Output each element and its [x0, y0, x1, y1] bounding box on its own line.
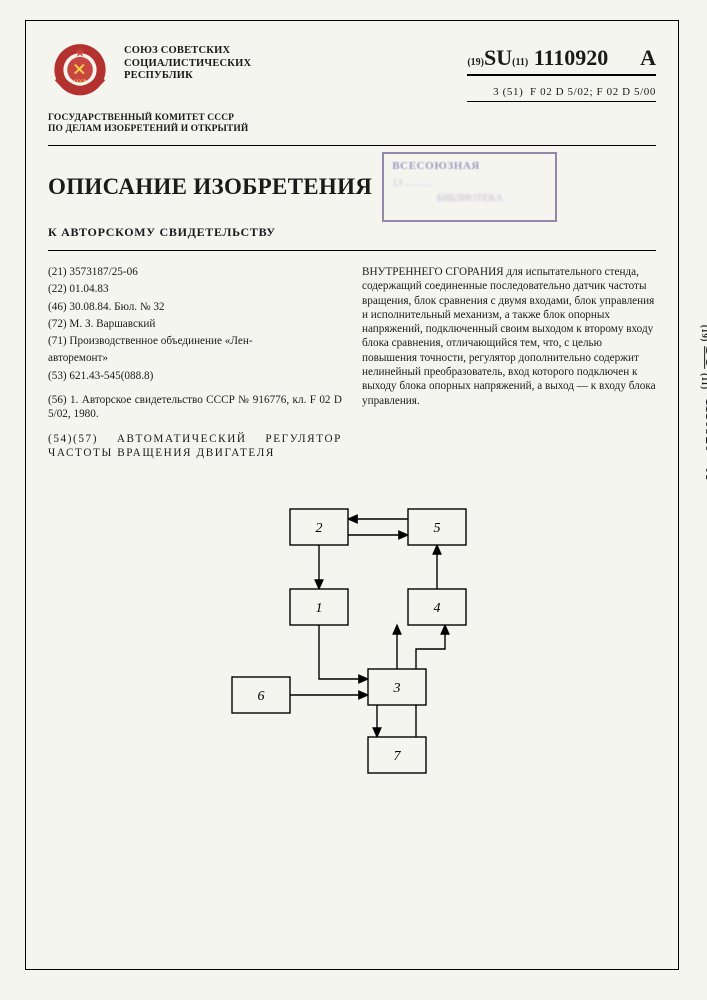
side-p11: (11) [700, 373, 707, 390]
cls-prefix: 3 (51) [493, 86, 523, 98]
header: СССР СОЮЗ СОВЕТСКИХ СОЦИАЛИСТИЧЕСКИХ РЕС… [26, 21, 678, 113]
title-row: ОПИСАНИЕ ИЗОБРЕТЕНИЯ ВСЕСОЮЗНАЯ 13 .....… [26, 146, 678, 222]
svg-text:1: 1 [316, 601, 323, 616]
invention-title: (54)(57) АВТОМАТИЧЕСКИЙ РЕГУЛЯТОР ЧАСТОТ… [48, 432, 342, 461]
doc-number: 1110920 [534, 45, 609, 70]
publisher-line: СОЦИАЛИСТИЧЕСКИХ [124, 58, 251, 71]
block-diagram: 1 2 3 4 5 6 7 [26, 471, 678, 799]
cls-codes: F 02 D 5/02; F 02 D 5/00 [530, 86, 656, 98]
publisher-name: СОЮЗ СОВЕТСКИХ СОЦИАЛИСТИЧЕСКИХ РЕСПУБЛИ… [124, 39, 251, 83]
document-number: (19)SU(11) 1110920 A 3 (51) F 02 D 5/02;… [467, 39, 656, 102]
biblio-line: (46) 30.08.84. Бюл. № 32 [48, 300, 342, 314]
page-frame: СССР СОЮЗ СОВЕТСКИХ СОЦИАЛИСТИЧЕСКИХ РЕС… [25, 20, 679, 970]
committee-line: ГОСУДАРСТВЕННЫЙ КОМИТЕТ СССР [48, 113, 678, 124]
side-suffix: A [702, 469, 707, 480]
stamp-line: БИБЛИОТЕКА [392, 193, 547, 204]
svg-text:4: 4 [434, 601, 441, 616]
biblio-line: (71) Производственное объединение «Лен- [48, 334, 342, 348]
stamp-line: ВСЕСОЮЗНАЯ [392, 160, 547, 172]
publisher-line: СОЮЗ СОВЕТСКИХ [124, 45, 251, 58]
committee: ГОСУДАРСТВЕННЫЙ КОМИТЕТ СССР ПО ДЕЛАМ ИЗ… [26, 113, 678, 145]
abstract-text: ВНУТРЕННЕГО СГОРАНИЯ для испытательного … [362, 265, 656, 408]
diagram-svg: 1 2 3 4 5 6 7 [182, 479, 522, 799]
state-emblem-icon: СССР [48, 39, 112, 103]
side-num: 1110920 [702, 398, 707, 452]
svg-text:2: 2 [316, 521, 323, 536]
side-p19: (19) [700, 325, 707, 342]
library-stamp: ВСЕСОЮЗНАЯ 13 ........... БИБЛИОТЕКА [382, 152, 557, 222]
svg-text:7: 7 [394, 749, 402, 764]
right-column: ВНУТРЕННЕГО СГОРАНИЯ для испытательного … [362, 265, 656, 464]
svg-text:6: 6 [258, 689, 265, 704]
biblio-line: (21) 3573187/25-06 [48, 265, 342, 279]
doc-suffix: A [640, 45, 656, 70]
biblio-line: (22) 01.04.83 [48, 282, 342, 296]
title-sub: К АВТОРСКОМУ СВИДЕТЕЛЬСТВУ [26, 222, 678, 250]
biblio-line: авторемонт» [48, 351, 342, 365]
committee-line: ПО ДЕЛАМ ИЗОБРЕТЕНИЙ И ОТКРЫТИЙ [48, 124, 678, 135]
svg-text:СССР: СССР [74, 79, 87, 84]
body-columns: (21) 3573187/25-06 (22) 01.04.83 (46) 30… [26, 251, 678, 472]
side-su: SU [702, 346, 707, 369]
left-column: (21) 3573187/25-06 (22) 01.04.83 (46) 30… [48, 265, 342, 464]
svg-text:5: 5 [434, 521, 441, 536]
su-label: SU [484, 45, 512, 70]
svg-text:3: 3 [393, 681, 401, 696]
invention-title-text: (54)(57) АВТОМАТИЧЕСКИЙ РЕГУЛЯТОР ЧАСТОТ… [48, 433, 342, 459]
biblio-line: (72) М. З. Варшавский [48, 317, 342, 331]
biblio-line: (53) 621.43-545(088.8) [48, 369, 342, 383]
prefix-19: (19) [467, 57, 484, 68]
publisher-line: РЕСПУБЛИК [124, 70, 251, 83]
stamp-line: 13 ........... [392, 178, 547, 189]
side-doc-code: (19) SU (11) 1110920 A [700, 325, 707, 480]
title-main: ОПИСАНИЕ ИЗОБРЕТЕНИЯ [48, 174, 372, 200]
prefix-11: (11) [512, 57, 528, 68]
reference: (56) 1. Авторское свидетельство СССР № 9… [48, 393, 342, 422]
